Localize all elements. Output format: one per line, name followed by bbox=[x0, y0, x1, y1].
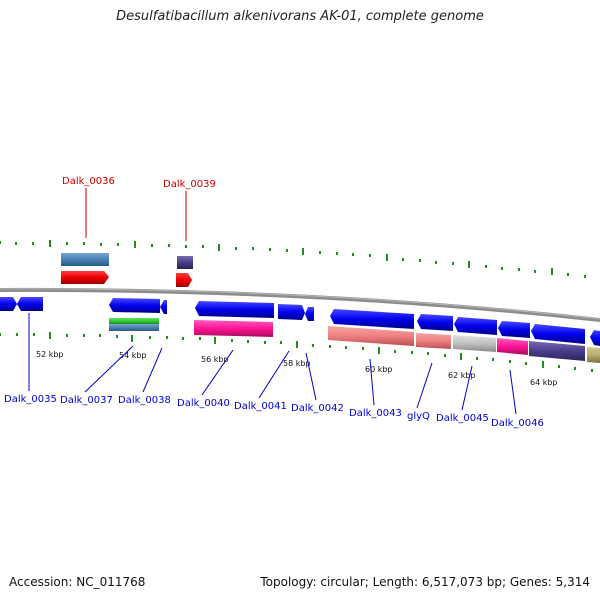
gene-label-dalk-0046[interactable]: Dalk_0046 bbox=[491, 418, 544, 429]
gene-label-dalk-0037[interactable]: Dalk_0037 bbox=[60, 395, 113, 406]
scale-label: 52 kbp bbox=[36, 350, 64, 359]
gene-pink-block-1 bbox=[194, 320, 273, 337]
gene-label-dalk-0043[interactable]: Dalk_0043 bbox=[349, 408, 402, 419]
gene-label-dalk-0038[interactable]: Dalk_0038 bbox=[118, 395, 171, 406]
gene-dalk-0036 bbox=[61, 271, 109, 284]
gene-label-dalk-0045[interactable]: Dalk_0045 bbox=[436, 413, 489, 424]
gene-label-dalk-0036[interactable]: Dalk_0036 bbox=[62, 176, 115, 187]
gene-purple-outer bbox=[177, 256, 193, 269]
accession-text: Accession: NC_011768 bbox=[9, 575, 146, 589]
scale-label: 62 kbp bbox=[448, 371, 476, 380]
gene-label-dalk-0040[interactable]: Dalk_0040 bbox=[177, 398, 230, 409]
genome-summary-text: Topology: circular; Length: 6,517,073 bp… bbox=[260, 575, 590, 589]
gene-dalk-0039 bbox=[176, 273, 192, 287]
scale-label: 58 kbp bbox=[283, 359, 311, 368]
gene-steelblue-outer bbox=[61, 253, 109, 266]
gene-dalk-0045 bbox=[454, 317, 497, 335]
genome-backbone bbox=[0, 287, 600, 322]
gene-glyq bbox=[417, 314, 453, 331]
inner-tick-track bbox=[0, 332, 593, 372]
gene-label-dalk-0041[interactable]: Dalk_0041 bbox=[234, 401, 287, 412]
scale-label: 64 kbp bbox=[530, 378, 558, 387]
bottom-label-connectors bbox=[28, 313, 517, 415]
gene-dalk-0046 bbox=[498, 321, 530, 338]
gene-gray-block bbox=[453, 335, 496, 352]
backbone-genes bbox=[0, 297, 600, 346]
gene-purple-block bbox=[529, 341, 585, 361]
gene-steelblue-block bbox=[109, 324, 159, 331]
gene-khaki-block bbox=[587, 347, 600, 363]
gene-dalk-0037 bbox=[109, 298, 160, 313]
top-label-connectors bbox=[85, 188, 187, 241]
gene-dalk-0038-small bbox=[160, 300, 167, 314]
gene-salmon-block-1 bbox=[328, 326, 414, 346]
gene-label-glyq[interactable]: glyQ bbox=[407, 411, 430, 422]
gene-salmon-block-2 bbox=[416, 333, 451, 349]
scale-label: 54 kbp bbox=[119, 351, 147, 360]
scale-labels: 52 kbp 54 kbp 56 kbp 58 kbp 60 kbp 62 kb… bbox=[36, 350, 558, 387]
gene-dalk-0048 bbox=[590, 330, 600, 346]
gene-dalk-0040 bbox=[195, 301, 274, 318]
gene-dalk-0035-a bbox=[0, 297, 17, 311]
outer-tick-track bbox=[0, 240, 586, 278]
forward-strand-genes-outer bbox=[61, 253, 193, 287]
gene-dalk-0035-b bbox=[17, 297, 43, 311]
scale-label: 56 kbp bbox=[201, 355, 229, 364]
gene-dalk-0043 bbox=[330, 309, 414, 329]
reverse-strand-blocks bbox=[109, 318, 600, 363]
gene-pink-block-2 bbox=[497, 338, 528, 355]
gene-label-dalk-0039[interactable]: Dalk_0039 bbox=[163, 179, 216, 190]
gene-dalk-0047 bbox=[531, 324, 585, 344]
gene-dalk-0042 bbox=[305, 307, 314, 321]
gene-label-dalk-0035[interactable]: Dalk_0035 bbox=[4, 394, 57, 405]
gene-dalk-0041 bbox=[278, 304, 305, 320]
scale-label: 60 kbp bbox=[365, 365, 393, 374]
genome-title: Desulfatibacillum alkenivorans AK-01, co… bbox=[116, 9, 484, 24]
gene-label-dalk-0042[interactable]: Dalk_0042 bbox=[291, 403, 344, 414]
gene-green-block bbox=[109, 318, 159, 324]
